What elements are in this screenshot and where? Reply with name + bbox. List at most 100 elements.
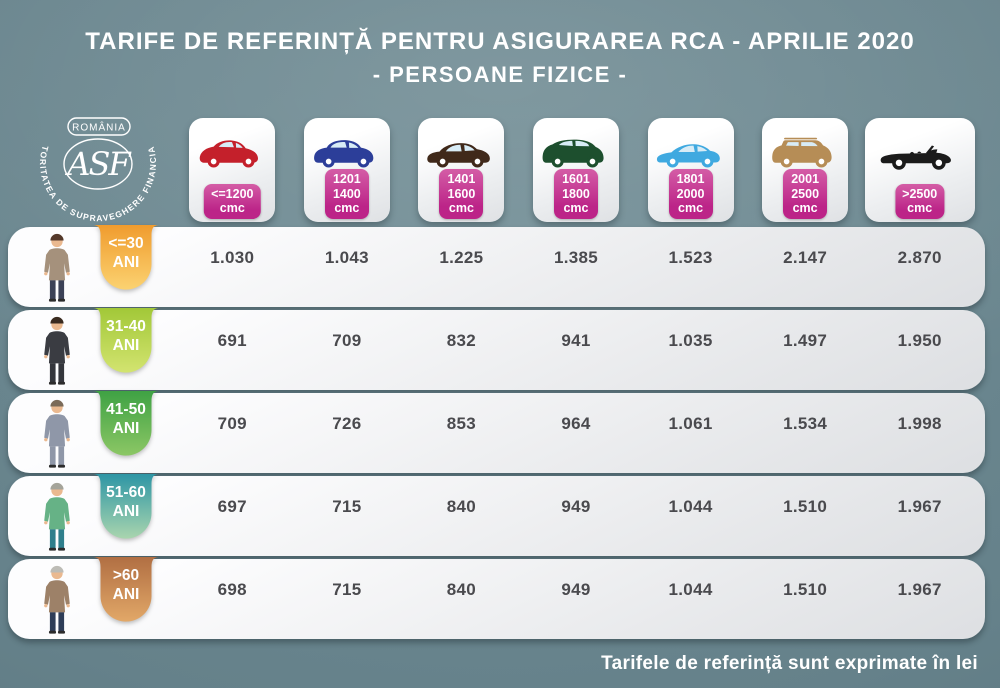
column-header-crossover: 1201 1400 cmc bbox=[303, 118, 390, 222]
engine-range-badge: <=1200 cmc bbox=[204, 183, 261, 219]
age-ribbon bbox=[93, 391, 159, 459]
tariff-value: 709 bbox=[332, 331, 362, 350]
age-unit: ANI bbox=[112, 586, 140, 603]
age-range: 31-40 bbox=[106, 318, 146, 335]
tariff-value: 691 bbox=[217, 331, 247, 350]
age-unit: ANI bbox=[112, 420, 140, 437]
tariff-value: 726 bbox=[332, 414, 362, 433]
tariff-value: 715 bbox=[332, 580, 362, 599]
table-row-age-51-60: 51-60 ANI 697 715 840 949 1.044 1.510 1.… bbox=[8, 474, 985, 556]
tariff-rows: <=30 ANI 1.030 1.043 1.225 1.385 1.523 2… bbox=[8, 225, 985, 642]
engine-range-badge: >2500 cmc bbox=[895, 183, 945, 219]
logo-country: ROMÂNIA bbox=[72, 121, 126, 134]
age-label: 41-50 ANI bbox=[93, 391, 159, 459]
tariff-value: 964 bbox=[561, 414, 591, 433]
age-range: 51-60 bbox=[106, 484, 146, 501]
column-header-city-car: <=1200 cmc bbox=[189, 118, 276, 222]
table-row-age-under-30: <=30 ANI 1.030 1.043 1.225 1.385 1.523 2… bbox=[8, 225, 985, 307]
age-label: >60 ANI bbox=[93, 557, 159, 625]
tariff-value: 1.523 bbox=[668, 248, 713, 267]
tariff-value: 1.950 bbox=[897, 331, 942, 350]
age-label: <=30 ANI bbox=[93, 225, 159, 293]
tariff-value: 949 bbox=[561, 580, 591, 599]
table-row-age-over-60: >60 ANI 698 715 840 949 1.044 1.510 1.96… bbox=[8, 557, 985, 639]
tariff-value: 697 bbox=[217, 497, 247, 516]
asf-logo: AUTORITATEA DE SUPRAVEGHERE FINANCIARĂ A… bbox=[14, 94, 178, 224]
tariff-value: 1.497 bbox=[783, 331, 828, 350]
tariff-value: 1.385 bbox=[553, 248, 599, 267]
tariff-value: 1.534 bbox=[783, 414, 828, 433]
tariff-value: 1.510 bbox=[783, 580, 828, 599]
engine-range-badge: 1801 2000 cmc bbox=[668, 168, 713, 219]
page-title: TARIFE DE REFERINȚĂ PENTRU ASIGURAREA RC… bbox=[0, 28, 1000, 88]
tariff-value: 1.967 bbox=[897, 580, 942, 599]
tariff-value: 1.044 bbox=[668, 497, 713, 516]
person-young-adult-icon bbox=[44, 233, 70, 302]
tariff-values: 697 715 840 949 1.044 1.510 1.967 bbox=[175, 476, 977, 556]
row-background bbox=[8, 559, 985, 639]
column-header-sedan: 1401 1600 cmc bbox=[418, 118, 505, 222]
crossover-icon bbox=[313, 140, 374, 168]
title-line-1: TARIFE DE REFERINȚĂ PENTRU ASIGURAREA RC… bbox=[85, 28, 915, 55]
tariff-value: 1.225 bbox=[439, 248, 484, 267]
age-range: 41-50 bbox=[106, 401, 146, 418]
tariff-value: 698 bbox=[217, 580, 247, 599]
tariff-value: 941 bbox=[561, 331, 591, 350]
tariff-value: 1.998 bbox=[897, 414, 942, 433]
tariff-value: 1.035 bbox=[668, 331, 713, 350]
tariff-value: 1.967 bbox=[897, 497, 942, 516]
tariff-value: 709 bbox=[217, 414, 247, 433]
tariff-value: 949 bbox=[561, 497, 591, 516]
convertible-icon bbox=[880, 145, 951, 170]
tariff-value: 1.510 bbox=[783, 497, 828, 516]
age-unit: ANI bbox=[112, 503, 140, 520]
row-background bbox=[8, 227, 985, 307]
tariff-value: 2.147 bbox=[783, 248, 828, 267]
age-label: 31-40 ANI bbox=[93, 308, 159, 376]
suv-icon bbox=[772, 137, 832, 168]
tariff-value: 1.044 bbox=[668, 580, 713, 599]
sport-sedan-icon bbox=[656, 144, 720, 168]
tariff-value: 1.043 bbox=[324, 248, 369, 267]
logo-monogram: ASF bbox=[64, 145, 132, 183]
age-ribbon bbox=[93, 225, 159, 293]
row-background bbox=[8, 476, 985, 556]
column-header-minivan: 1601 1800 cmc bbox=[532, 118, 619, 222]
row-background bbox=[8, 393, 985, 473]
tariff-values: 1.030 1.043 1.225 1.385 1.523 2.147 2.87… bbox=[175, 227, 977, 307]
engine-range-badge: 1401 1600 cmc bbox=[439, 168, 484, 219]
asf-logo-icon: AUTORITATEA DE SUPRAVEGHERE FINANCIARĂ A… bbox=[14, 94, 157, 223]
tariff-values: 709 726 853 964 1.061 1.534 1.998 bbox=[175, 393, 977, 473]
city-car-icon bbox=[200, 140, 259, 168]
minivan-icon bbox=[542, 139, 604, 168]
engine-range-badge: 1201 1400 cmc bbox=[324, 168, 369, 219]
age-ribbon bbox=[93, 474, 159, 542]
table-row-age-31-40: 31-40 ANI 691 709 832 941 1.035 1.497 1.… bbox=[8, 308, 985, 390]
person-senior-icon bbox=[44, 565, 70, 634]
tariff-values: 698 715 840 949 1.044 1.510 1.967 bbox=[175, 559, 977, 639]
column-header-sport-sedan: 1801 2000 cmc bbox=[647, 118, 734, 222]
person-vest-icon bbox=[44, 482, 70, 551]
column-header-suv: 2001 2500 cmc bbox=[762, 118, 849, 222]
engine-range-badge: 1601 1800 cmc bbox=[553, 168, 598, 219]
person-gray-suit-icon bbox=[44, 399, 70, 468]
column-headers: <=1200 cmc 1201 1400 cmc 1401 1600 cmc bbox=[175, 118, 977, 222]
tariff-value: 840 bbox=[446, 497, 477, 516]
tariff-values: 691 709 832 941 1.035 1.497 1.950 bbox=[175, 310, 977, 390]
tariff-value: 832 bbox=[446, 331, 477, 350]
age-label: 51-60 ANI bbox=[93, 474, 159, 542]
tariff-value: 1.030 bbox=[210, 248, 255, 267]
title-line-2: - PERSOANE FIZICE - bbox=[372, 62, 628, 87]
age-ribbon bbox=[93, 308, 159, 376]
table-row-age-41-50: 41-50 ANI 709 726 853 964 1.061 1.534 1.… bbox=[8, 391, 985, 473]
tariff-value: 840 bbox=[446, 580, 477, 599]
age-range: <=30 bbox=[108, 235, 144, 252]
row-background bbox=[8, 310, 985, 390]
age-ribbon bbox=[93, 557, 159, 625]
tariff-value: 715 bbox=[332, 497, 362, 516]
tariff-value: 2.870 bbox=[897, 248, 942, 267]
person-suit-icon bbox=[44, 316, 70, 385]
sedan-icon bbox=[427, 143, 491, 168]
footer-note: Tarifele de referință sunt exprimate în … bbox=[601, 653, 978, 674]
